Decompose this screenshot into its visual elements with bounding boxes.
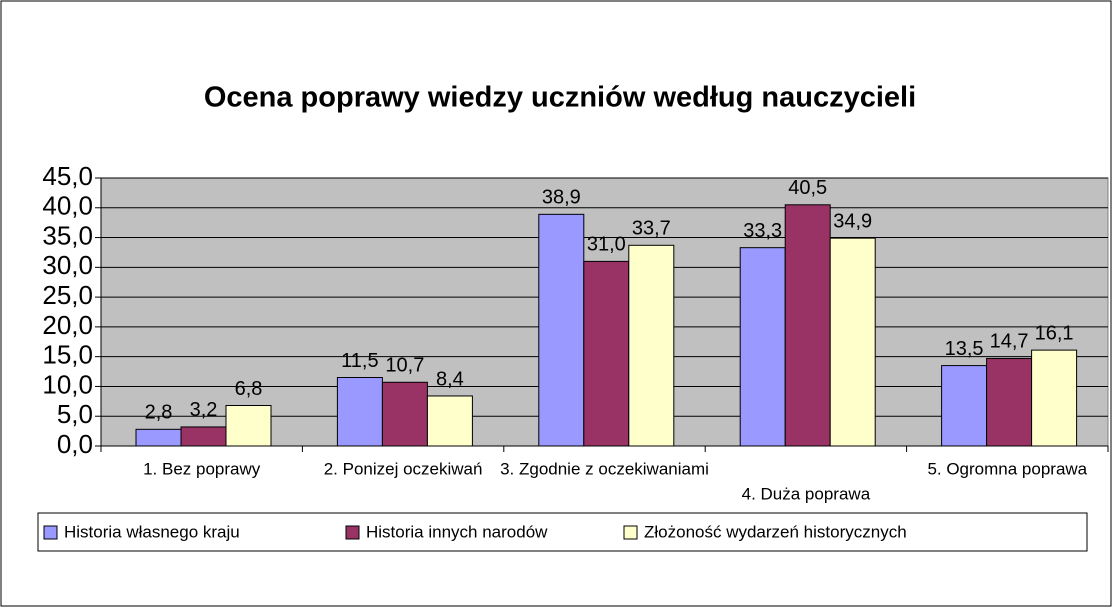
- x-tick-label: 4. Duża poprawa: [742, 484, 871, 503]
- y-tick-label: 5,0: [57, 399, 93, 429]
- chart-title: Ocena poprawy wiedzy uczniów według nauc…: [204, 82, 916, 114]
- legend-box: [37, 512, 1088, 552]
- bar: [1031, 349, 1078, 447]
- y-tick-label: 10,0: [42, 369, 93, 399]
- y-tick-label: 15,0: [42, 340, 93, 370]
- bar: [180, 426, 227, 447]
- y-tick-label: 25,0: [42, 280, 93, 310]
- legend-swatch: [623, 525, 638, 540]
- y-tick-label: 45,0: [42, 161, 93, 191]
- bar: [829, 237, 876, 447]
- y-tick-label: 20,0: [42, 310, 93, 340]
- bar: [135, 428, 182, 447]
- x-tick-label: 5. Ogromna poprawa: [927, 459, 1087, 478]
- value-label: 16,1: [1035, 322, 1074, 344]
- value-label: 40,5: [788, 177, 827, 199]
- legend-label: Złożoność wydarzeń historycznych: [644, 522, 907, 541]
- x-tick-label: 1. Bez poprawy: [143, 459, 261, 478]
- bar: [583, 260, 630, 447]
- bar: [784, 204, 831, 447]
- value-label: 6,8: [235, 378, 263, 400]
- legend-swatch: [43, 525, 58, 540]
- value-label: 10,7: [385, 355, 424, 377]
- x-tick-label: 3. Zgodnie z oczekiwaniami: [500, 459, 709, 478]
- x-tick-label: 2. Ponizej oczekiwań: [324, 459, 483, 478]
- bar: [336, 377, 383, 447]
- value-label: 2,8: [145, 402, 173, 424]
- value-label: 8,4: [436, 368, 464, 390]
- value-label: 31,0: [587, 234, 626, 256]
- legend-label: Historia własnego kraju: [64, 522, 240, 541]
- bar: [628, 244, 675, 447]
- bar: [941, 365, 988, 447]
- y-tick-label: 0,0: [57, 429, 93, 459]
- legend-swatch: [345, 525, 360, 540]
- value-label: 13,5: [945, 338, 984, 360]
- value-label: 34,9: [833, 210, 872, 232]
- value-label: 38,9: [542, 187, 581, 209]
- value-label: 11,5: [341, 350, 378, 372]
- bar: [739, 247, 786, 447]
- legend-label: Historia innych narodów: [366, 522, 548, 541]
- y-tick-label: 35,0: [42, 220, 93, 250]
- value-label: 14,7: [990, 331, 1029, 353]
- bar: [538, 213, 585, 447]
- bar: [381, 381, 428, 447]
- value-label: 33,3: [743, 220, 782, 242]
- y-tick-label: 40,0: [42, 191, 93, 221]
- bar: [986, 357, 1033, 447]
- value-label: 3,2: [190, 399, 218, 421]
- value-label: 33,7: [632, 218, 671, 240]
- y-tick-label: 30,0: [42, 250, 93, 280]
- bar: [426, 395, 473, 447]
- bar: [225, 405, 272, 447]
